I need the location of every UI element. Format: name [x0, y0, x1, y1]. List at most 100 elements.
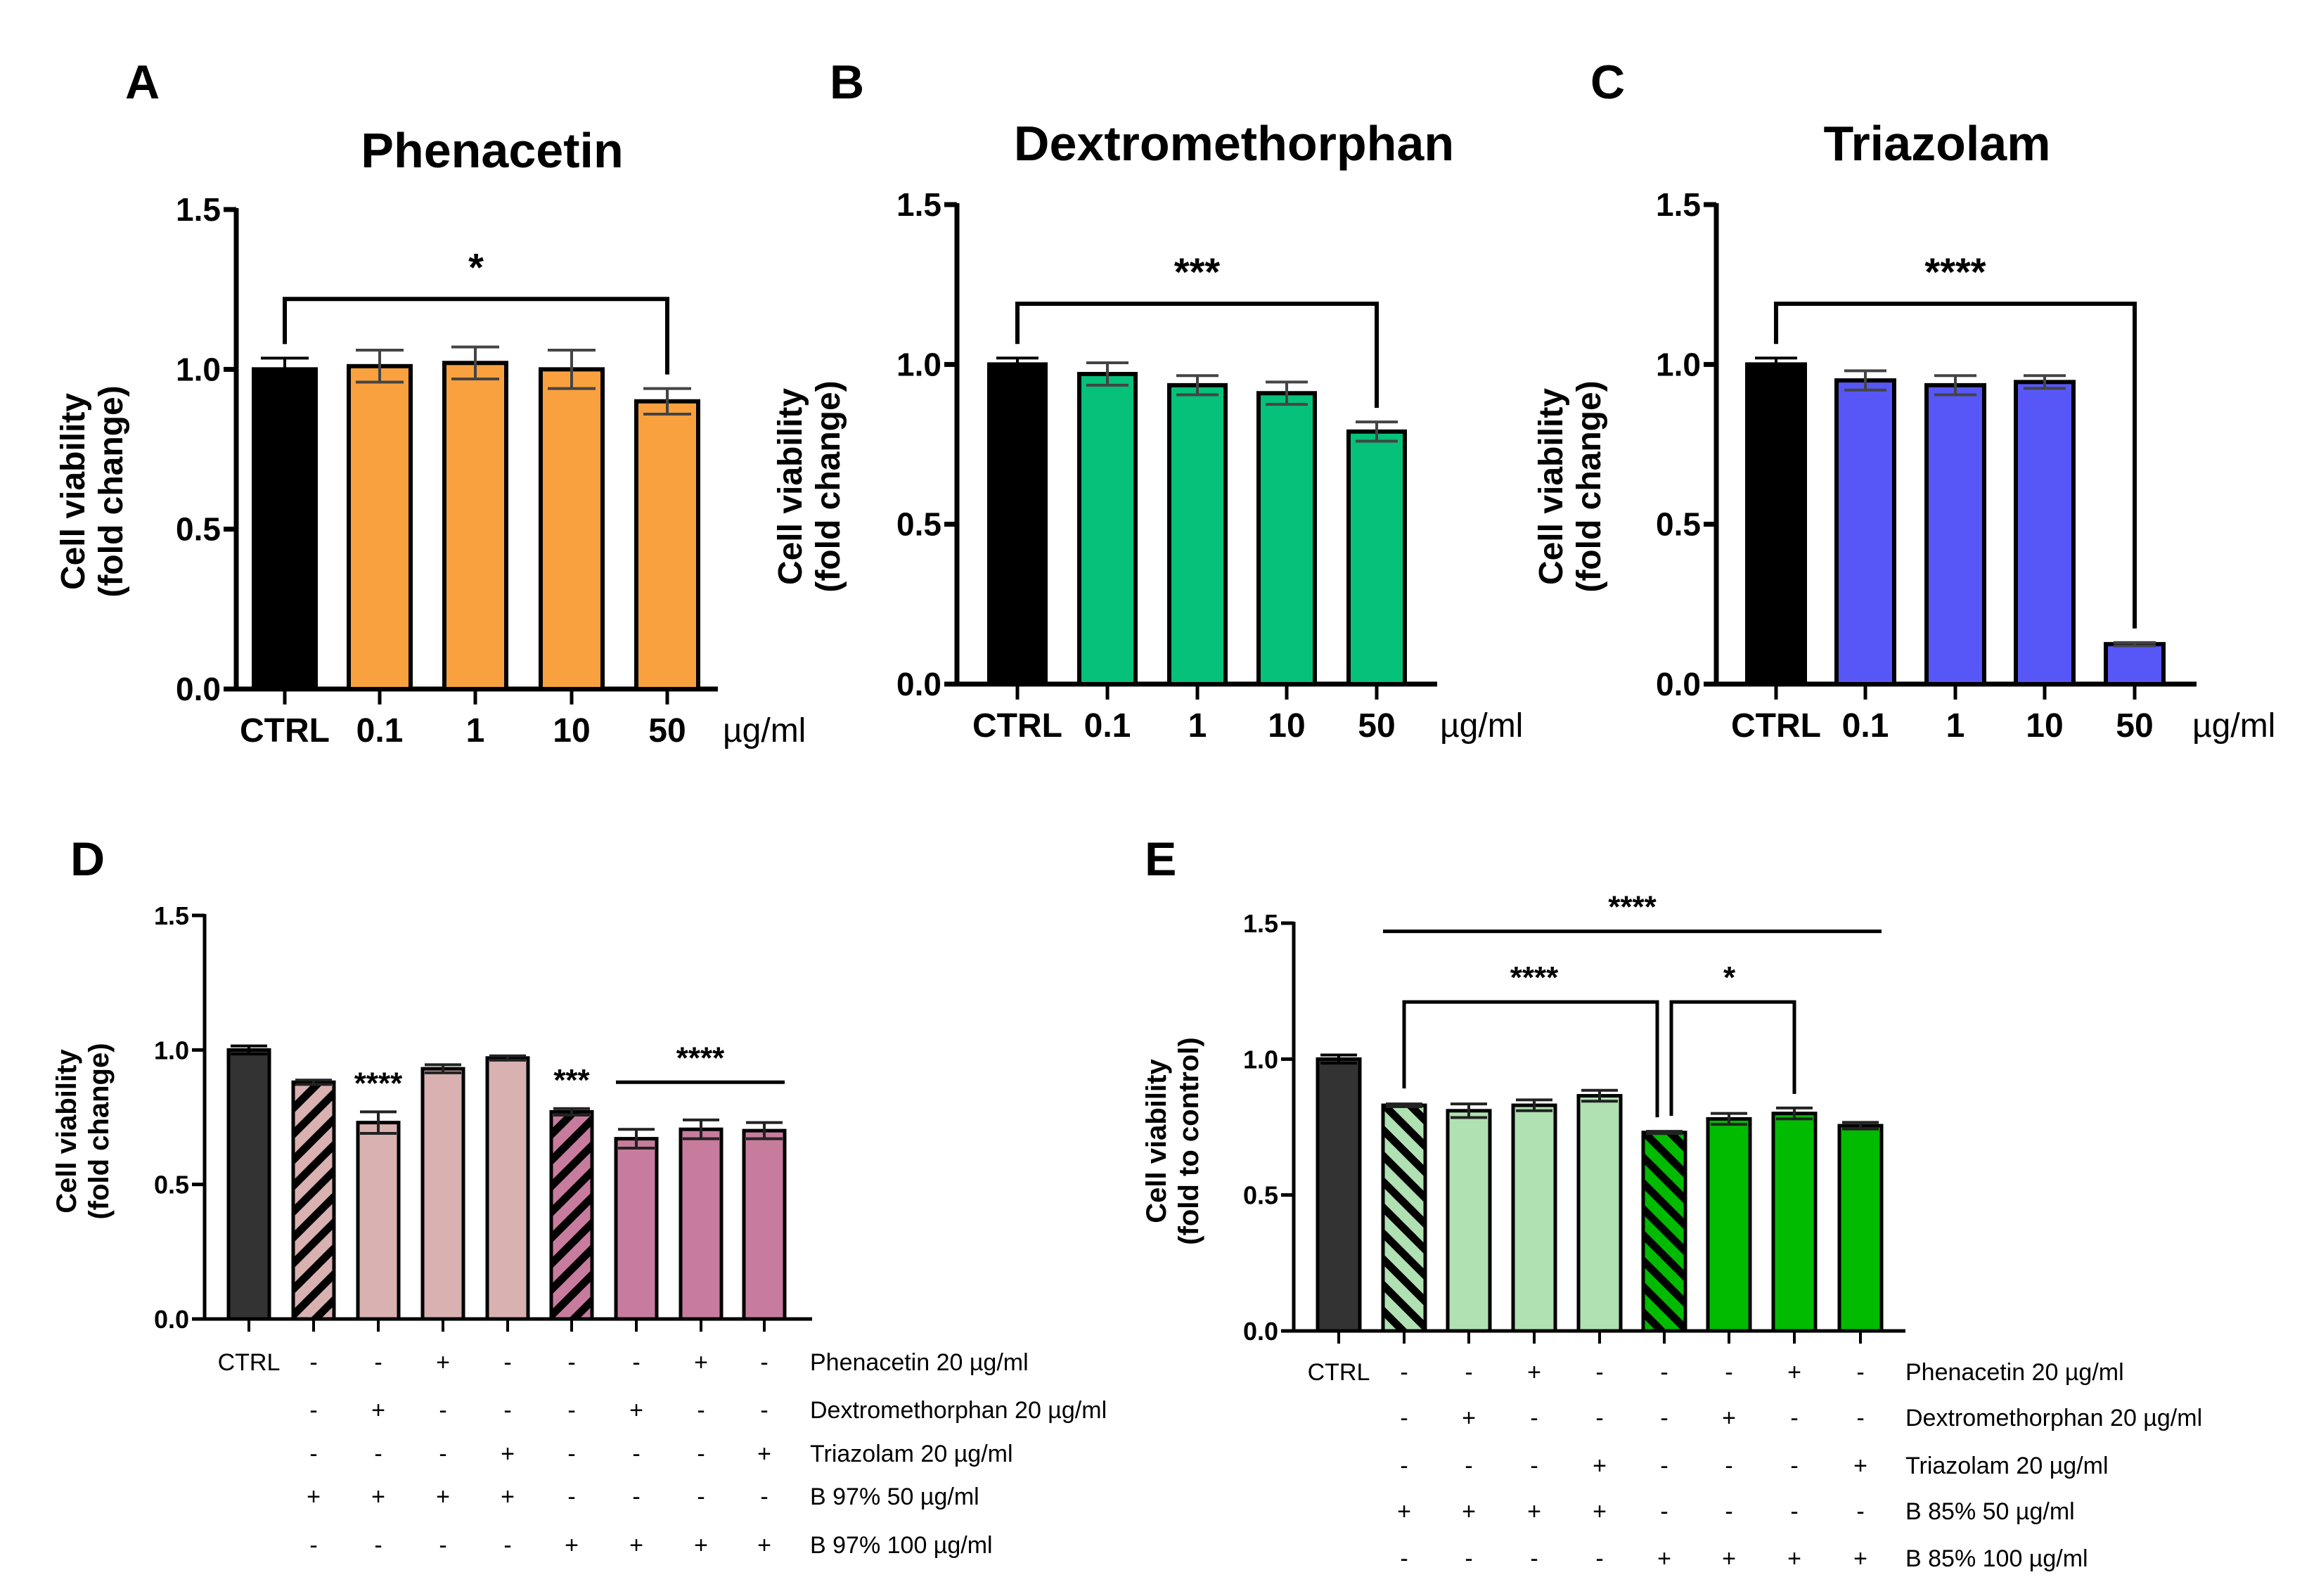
bar-ctrl — [1745, 362, 1807, 686]
panel-c: C Triazolam 0.0 0.5 1.0 1.5 Cell viability(f… — [1533, 56, 2275, 745]
bar-b97-50 — [291, 1080, 336, 1321]
bar-0-1 — [1834, 378, 1896, 686]
treatment-label: Triazolam 20 µg/ml — [1905, 1453, 2109, 1479]
y-tick-label: 0.5 — [154, 1171, 189, 1199]
bar-b97-100-dex — [614, 1137, 659, 1321]
y-tick-label: 1.0 — [896, 346, 941, 382]
treatment-minus: - — [760, 1484, 768, 1510]
treatment-minus: - — [1595, 1359, 1603, 1386]
treatment-minus: - — [1660, 1498, 1668, 1525]
y-tick-label: 0.0 — [1656, 666, 1701, 702]
y-tick-label: 1.5 — [176, 191, 221, 228]
y-tick-label: 1.5 — [1656, 186, 1701, 223]
treatment-minus: - — [1856, 1498, 1864, 1525]
bar-10 — [2014, 380, 2076, 687]
bar-b97-50-dex — [356, 1121, 401, 1321]
treatment-plus: + — [1527, 1498, 1541, 1525]
x-tick-label: 0.1 — [356, 712, 404, 749]
bar-10 — [1256, 391, 1317, 687]
panel-label: D — [70, 832, 105, 886]
treatment-label: B 85% 100 µg/ml — [1905, 1545, 2088, 1572]
treatment-plus: + — [1787, 1359, 1801, 1386]
x-unit-label: µg/ml — [2192, 707, 2275, 745]
bar-b85-100-phen — [1771, 1112, 1818, 1333]
treatment-minus: - — [1725, 1498, 1732, 1525]
y-tick-label: 1.0 — [1243, 1045, 1278, 1074]
treatment-minus: - — [503, 1397, 511, 1424]
treatment-label: Dextromethorphan 20 µg/ml — [1905, 1405, 2202, 1431]
bar-b85-100-dex — [1706, 1116, 1752, 1333]
y-axis-title: Cell viability(fold to control) — [1141, 1037, 1204, 1244]
treatment-label: Phenacetin 20 µg/ml — [1905, 1359, 2124, 1386]
x-tick-label: 10 — [1268, 707, 1305, 745]
x-tick-label: 50 — [2116, 707, 2153, 745]
treatment-plus: + — [1853, 1453, 1867, 1479]
treatment-minus: - — [1400, 1545, 1408, 1572]
panel-label: E — [1145, 832, 1176, 886]
y-axis-title-line: Cell viability — [55, 393, 92, 590]
treatment-minus: - — [309, 1397, 317, 1424]
y-tick-label: 1.5 — [1243, 909, 1278, 938]
treatment-minus: - — [632, 1441, 640, 1467]
significance-stars: *** — [553, 1063, 590, 1098]
significance-bracket — [1402, 1000, 1659, 1118]
treatment-minus: - — [439, 1532, 446, 1559]
x-tick-label: 1 — [1188, 707, 1207, 745]
treatment-label: Dextromethorphan 20 µg/ml — [810, 1397, 1107, 1424]
panel-label: C — [1590, 56, 1625, 109]
treatment-plus: + — [757, 1441, 771, 1467]
treatment-minus: - — [760, 1397, 768, 1424]
panel-title: Triazolam — [1824, 116, 2051, 171]
treatment-minus: - — [1400, 1453, 1408, 1479]
y-tick-label: 0.0 — [896, 666, 941, 702]
treatment-minus: - — [567, 1484, 575, 1510]
y-tick-label: 0.5 — [1243, 1181, 1278, 1210]
treatment-minus: - — [1465, 1359, 1472, 1386]
treatment-minus: - — [1400, 1405, 1408, 1431]
significance-stars: * — [1723, 960, 1736, 995]
treatment-plus: + — [1722, 1545, 1736, 1572]
bar-b85-50-phen — [1511, 1103, 1557, 1333]
treatment-label: B 97% 50 µg/ml — [810, 1484, 979, 1510]
bar-b97-100 — [549, 1109, 594, 1321]
bar-b97-100-phen — [679, 1127, 724, 1321]
bar-b85-100-tri — [1837, 1124, 1884, 1333]
y-axis-title-line: Cell viability — [51, 1049, 82, 1214]
y-tick-label: 0.0 — [176, 671, 221, 707]
significance-stars: **** — [1924, 250, 1986, 294]
y-tick-label: 1.0 — [154, 1036, 189, 1064]
treatment-label: B 85% 50 µg/ml — [1905, 1498, 2075, 1525]
x-tick-label: 0.1 — [1084, 707, 1131, 745]
treatment-plus: + — [436, 1349, 450, 1376]
y-tick-label: 1.5 — [896, 186, 941, 223]
x-tick-label: 50 — [648, 712, 686, 749]
x-tick-label: 10 — [2026, 707, 2063, 745]
x-tick-label: CTRL — [240, 712, 330, 749]
panel-b: B Dextromethorphan 0.0 0.5 1.0 1.5 Cell viab… — [772, 56, 1523, 745]
treatment-plus: + — [307, 1484, 321, 1510]
y-tick-label: 0.5 — [176, 511, 221, 548]
treatment-minus: - — [374, 1349, 382, 1376]
treatment-plus: + — [1397, 1498, 1411, 1525]
treatment-minus: - — [1595, 1405, 1603, 1431]
significance-bracket — [283, 297, 669, 375]
treatment-minus: - — [1400, 1359, 1408, 1386]
x-tick-label: CTRL — [972, 707, 1062, 745]
treatment-plus: + — [436, 1484, 450, 1510]
panel-d: D 0.0 0.5 1.0 1.5 Cell viability(fold change… — [51, 832, 1107, 1559]
treatment-minus: - — [632, 1349, 640, 1376]
treatment-minus: - — [1660, 1405, 1668, 1431]
treatment-plus: + — [501, 1441, 515, 1467]
ctrl-label: CTRL — [1308, 1359, 1370, 1386]
treatment-minus: - — [1856, 1405, 1864, 1431]
panel-label: A — [125, 56, 160, 109]
bar-b85-50-dex — [1446, 1109, 1492, 1333]
y-axis-title-line: Cell viability — [772, 388, 809, 585]
y-axis-title: Cell viability(fold change) — [51, 1043, 115, 1219]
treatment-minus: - — [1790, 1453, 1798, 1479]
ctrl-label: CTRL — [218, 1349, 281, 1376]
x-unit-label: µg/ml — [1440, 707, 1523, 745]
y-axis-title-line: (fold to control) — [1173, 1037, 1204, 1244]
bar-ctrl — [987, 362, 1048, 686]
